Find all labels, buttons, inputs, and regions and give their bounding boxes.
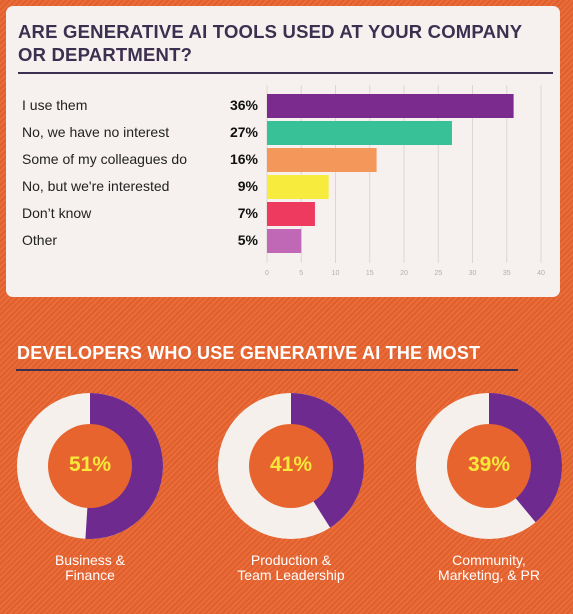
x-tick-label: 25 (434, 270, 442, 277)
donut-chart: 51% (15, 391, 165, 541)
donut-category-label: Production & Team Leadership (237, 552, 345, 583)
donut-value-label: 41% (269, 453, 313, 476)
chart-title: ARE GENERATIVE AI TOOLS USED AT YOUR COM… (18, 21, 522, 65)
bar (267, 94, 514, 118)
bar-value-label: 9% (237, 178, 258, 194)
donut-category-label: Community, Marketing, & PR (438, 552, 540, 583)
category-label: Other (22, 232, 58, 248)
x-tick-label: 40 (537, 270, 545, 277)
x-tick-label: 0 (265, 270, 269, 277)
category-label: Some of my colleagues do (22, 151, 187, 167)
bar (267, 121, 452, 145)
section-divider (16, 369, 518, 371)
bar (267, 148, 377, 172)
bar-value-label: 27% (229, 124, 258, 140)
bar (267, 175, 329, 199)
x-tick-label: 15 (366, 270, 374, 277)
category-label: Don’t know (22, 205, 92, 221)
donut-chart: 39% (414, 391, 564, 541)
bar-value-label: 16% (229, 151, 258, 167)
section-title: DEVELOPERS WHO USE GENERATIVE AI THE MOS… (17, 343, 481, 363)
x-tick-label: 30 (469, 270, 477, 277)
bar-value-label: 36% (229, 97, 258, 113)
bar-value-label: 7% (237, 205, 258, 221)
category-label: No, but we're interested (22, 178, 170, 194)
donut-hole (249, 424, 333, 508)
title-divider (18, 72, 553, 74)
bar-value-label: 5% (237, 232, 258, 248)
donut-value-label: 51% (68, 453, 112, 476)
donut-chart: 41% (216, 391, 366, 541)
bar (267, 202, 315, 226)
bar-chart: 0 5 10 15 20 25 30 35 40 (265, 85, 545, 277)
category-label: I use them (22, 97, 88, 113)
x-tick-label: 5 (299, 270, 303, 277)
x-tick-label: 10 (332, 270, 340, 277)
donut-hole (447, 424, 531, 508)
x-tick-label: 35 (503, 270, 511, 277)
donut-value-label: 39% (467, 453, 511, 476)
survey-card: ARE GENERATIVE AI TOOLS USED AT YOUR COM… (6, 6, 560, 297)
donut-category-label: Business & Finance (54, 552, 126, 583)
bar (267, 229, 302, 253)
category-label: No, we have no interest (22, 124, 170, 140)
donut-hole (48, 424, 132, 508)
x-tick-label: 20 (400, 270, 408, 277)
